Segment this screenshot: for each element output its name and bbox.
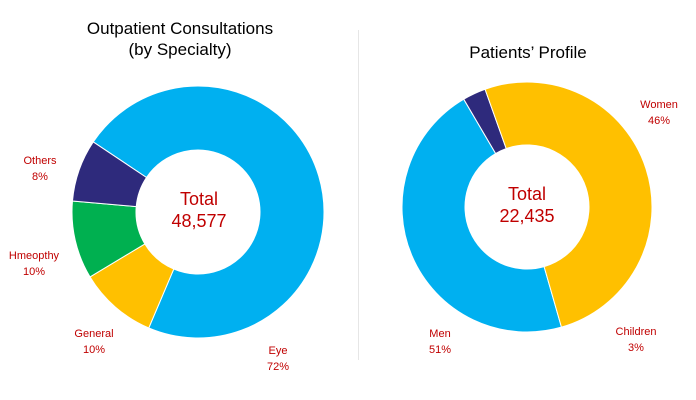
slice-others bbox=[71, 141, 148, 208]
chart-title: Outpatient Consultations (by Specialty) bbox=[0, 18, 360, 60]
slice-percent: 46% bbox=[647, 115, 671, 127]
slice-label-hmeopthy: Hmeopthy 10% bbox=[2, 248, 66, 280]
slice-men bbox=[484, 81, 653, 328]
chart-title-line-1: Patients’ Profile bbox=[469, 43, 587, 62]
chart-title-line-1: Outpatient Consultations bbox=[86, 19, 274, 38]
slice-label-women: Women 46% bbox=[631, 97, 687, 129]
outpatient-chart-panel: Outpatient Consultations (by Specialty) … bbox=[0, 18, 360, 375]
chart-title-line-2: (by Specialty) bbox=[128, 40, 232, 59]
slice-label-eye: Eye 72% bbox=[254, 343, 302, 375]
outpatient-donut-chart bbox=[71, 85, 325, 339]
slice-label-children: Children 3% bbox=[604, 324, 668, 356]
slice-label-men: Men 51% bbox=[416, 326, 464, 358]
center-value: 22,435 bbox=[499, 206, 555, 226]
center-value: 48,577 bbox=[171, 211, 227, 231]
slice-name: Men bbox=[429, 328, 451, 340]
slice-label-general: General 10% bbox=[62, 326, 126, 358]
center-label: Total bbox=[179, 189, 219, 209]
donut-center-text: Total 22,435 bbox=[457, 183, 597, 227]
panel-divider bbox=[358, 30, 359, 360]
slice-name: Hmeopthy bbox=[8, 250, 60, 262]
slice-name: Eye bbox=[268, 345, 288, 357]
center-label: Total bbox=[507, 184, 547, 204]
patients-profile-donut-chart bbox=[401, 81, 653, 333]
patients-profile-chart-panel: Patients’ Profile Total 22,435 Women 46%… bbox=[360, 0, 696, 400]
donut-center-text: Total 48,577 bbox=[129, 188, 269, 232]
slice-percent: 72% bbox=[266, 361, 290, 373]
slice-eye bbox=[92, 85, 325, 339]
slice-percent: 3% bbox=[628, 342, 644, 354]
slice-label-others: Others 8% bbox=[14, 153, 66, 185]
slice-percent: 10% bbox=[22, 266, 46, 278]
slice-percent: 10% bbox=[82, 344, 106, 356]
slice-percent: 8% bbox=[32, 171, 48, 183]
chart-title: Patients’ Profile bbox=[360, 42, 696, 63]
slice-name: Children bbox=[615, 326, 657, 338]
slice-name: General bbox=[74, 328, 114, 340]
slice-women bbox=[401, 98, 563, 333]
slice-name: Others bbox=[23, 155, 57, 167]
slice-name: Women bbox=[640, 99, 678, 111]
slice-percent: 51% bbox=[428, 344, 452, 356]
